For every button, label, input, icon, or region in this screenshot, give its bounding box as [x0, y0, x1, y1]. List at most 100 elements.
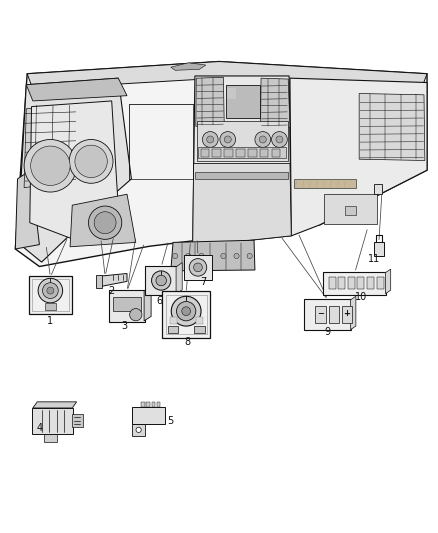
Circle shape [199, 253, 204, 259]
Circle shape [24, 140, 77, 192]
Bar [194, 326, 205, 333]
Circle shape [173, 253, 178, 259]
Polygon shape [171, 63, 206, 70]
Bar [377, 277, 384, 289]
Bar [374, 243, 384, 255]
Circle shape [69, 140, 113, 183]
Circle shape [182, 307, 191, 316]
Polygon shape [44, 433, 57, 442]
Bar [197, 121, 288, 161]
Bar [357, 277, 364, 289]
Polygon shape [350, 296, 356, 329]
Bar [152, 402, 155, 407]
FancyBboxPatch shape [184, 255, 212, 280]
Circle shape [75, 145, 107, 177]
Polygon shape [70, 194, 136, 247]
Bar [294, 179, 356, 188]
Text: 8: 8 [184, 337, 190, 347]
Circle shape [42, 282, 58, 298]
Text: 5: 5 [167, 416, 173, 426]
Circle shape [189, 259, 207, 276]
Circle shape [220, 132, 236, 147]
Bar [342, 306, 352, 324]
Circle shape [136, 427, 141, 432]
Bar [236, 149, 245, 157]
Bar [348, 277, 355, 289]
FancyBboxPatch shape [145, 266, 177, 295]
Bar [324, 194, 377, 223]
Bar [201, 149, 209, 157]
Bar [248, 149, 257, 157]
Polygon shape [30, 101, 118, 238]
Circle shape [207, 136, 214, 143]
Bar [338, 277, 345, 289]
Polygon shape [100, 273, 127, 287]
Polygon shape [18, 78, 131, 262]
Polygon shape [27, 61, 427, 91]
Text: 3: 3 [122, 321, 128, 330]
Bar [260, 149, 268, 157]
Text: 7: 7 [201, 277, 207, 287]
Bar [133, 407, 166, 424]
Circle shape [177, 302, 196, 321]
Text: 9: 9 [325, 327, 331, 337]
FancyBboxPatch shape [29, 276, 72, 314]
Polygon shape [290, 78, 427, 236]
Bar [141, 402, 145, 407]
Circle shape [259, 136, 266, 143]
Bar [367, 277, 374, 289]
Circle shape [255, 132, 271, 147]
Polygon shape [15, 170, 39, 249]
Bar [196, 317, 203, 324]
Bar [272, 149, 280, 157]
Bar [72, 414, 83, 427]
Circle shape [94, 212, 116, 233]
Bar [227, 88, 236, 99]
Bar [328, 306, 339, 324]
Polygon shape [176, 263, 182, 294]
Bar [212, 149, 221, 157]
Polygon shape [33, 402, 77, 408]
Circle shape [47, 287, 54, 294]
Polygon shape [193, 76, 291, 246]
Circle shape [88, 206, 122, 239]
Text: +: + [343, 309, 350, 318]
Circle shape [31, 146, 70, 185]
Circle shape [234, 253, 239, 259]
Text: 4: 4 [36, 423, 42, 433]
Polygon shape [193, 164, 291, 246]
Polygon shape [133, 424, 145, 436]
Circle shape [186, 253, 191, 259]
Bar [157, 402, 160, 407]
FancyBboxPatch shape [32, 408, 73, 434]
FancyBboxPatch shape [304, 299, 351, 330]
Bar [168, 326, 178, 333]
Bar [328, 277, 336, 289]
Circle shape [276, 136, 283, 143]
Text: 2: 2 [109, 286, 115, 296]
Bar [374, 184, 382, 194]
Bar [345, 206, 356, 215]
Polygon shape [26, 78, 127, 101]
Bar [113, 297, 141, 311]
Circle shape [247, 253, 252, 259]
Circle shape [130, 309, 142, 321]
FancyBboxPatch shape [109, 290, 145, 322]
Polygon shape [15, 61, 427, 266]
Bar [224, 149, 233, 157]
Text: 10: 10 [355, 292, 367, 302]
Bar [198, 147, 286, 158]
Bar [146, 402, 150, 407]
Text: 11: 11 [368, 254, 381, 264]
Polygon shape [171, 240, 255, 271]
Bar [170, 317, 177, 324]
Circle shape [156, 275, 166, 286]
FancyBboxPatch shape [323, 272, 386, 295]
Polygon shape [24, 104, 77, 188]
Circle shape [221, 253, 226, 259]
Bar [195, 172, 288, 179]
Circle shape [152, 271, 171, 290]
Polygon shape [144, 287, 151, 321]
Polygon shape [385, 269, 391, 294]
Bar [96, 275, 102, 287]
